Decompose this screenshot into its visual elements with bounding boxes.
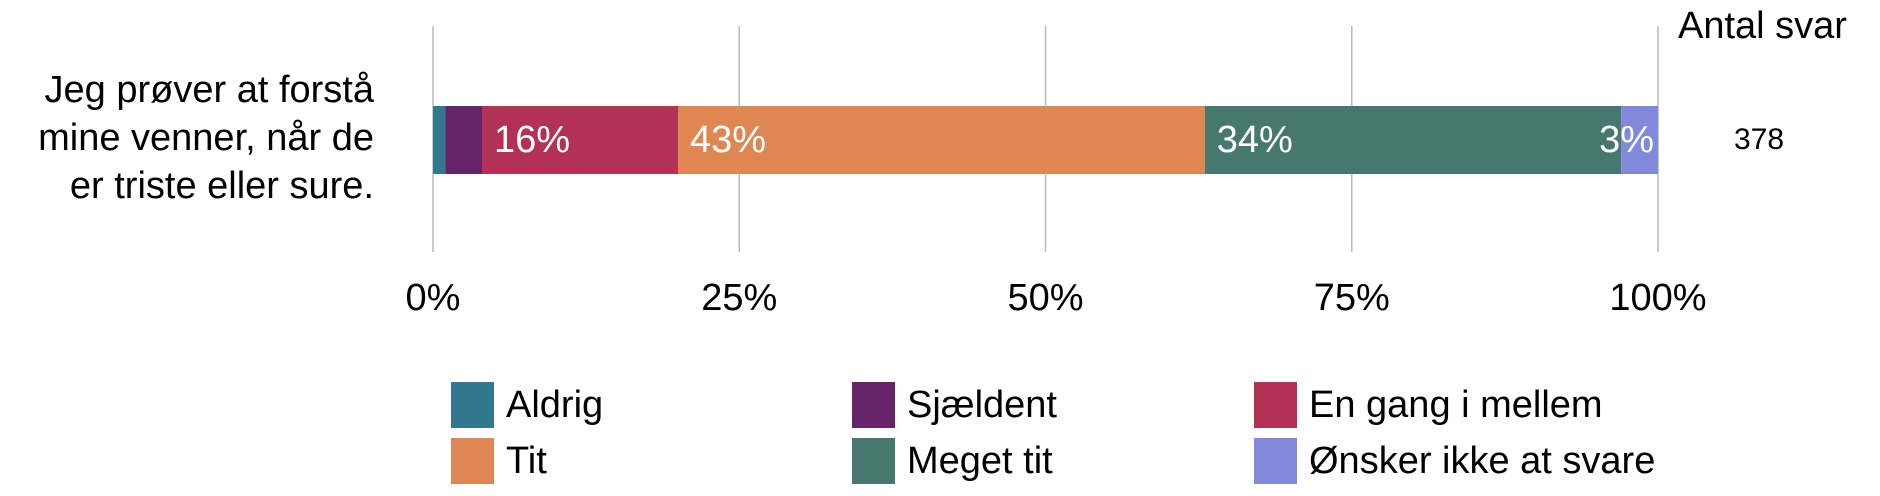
legend-swatch — [1254, 438, 1297, 484]
value-label: 3% — [1599, 119, 1654, 161]
legend-swatch — [852, 438, 895, 484]
bar-segment — [678, 106, 1205, 174]
legend-swatch — [451, 382, 494, 428]
count-header: Antal svar — [1678, 5, 1847, 47]
x-tick-label: 25% — [701, 277, 777, 319]
value-label: 34% — [1217, 119, 1293, 161]
x-tick-label: 100% — [1609, 277, 1706, 319]
legend-label: En gang i mellem — [1309, 384, 1603, 426]
legend-label: Sjældent — [907, 384, 1057, 426]
bar-segment — [433, 106, 446, 174]
legend-label: Meget tit — [907, 440, 1053, 482]
category-label: Jeg prøver at forstå mine venner, når de e… — [38, 69, 375, 207]
legend-label: Tit — [506, 440, 547, 482]
x-tick-label: 50% — [1007, 277, 1083, 319]
legend-swatch — [1254, 382, 1297, 428]
value-label: 16% — [494, 119, 570, 161]
legend-swatch — [451, 438, 494, 484]
x-tick-label: 0% — [406, 277, 461, 319]
bar-segment — [482, 106, 678, 174]
value-label: 43% — [690, 119, 766, 161]
bar-segment — [1621, 106, 1658, 174]
bar-segment — [445, 106, 482, 174]
x-tick-label: 75% — [1314, 277, 1390, 319]
legend-label: Ønsker ikke at svare — [1309, 440, 1655, 482]
count-value: 378 — [1734, 123, 1784, 156]
bar-segment — [1204, 106, 1622, 174]
legend-swatch — [852, 382, 895, 428]
legend-label: Aldrig — [506, 384, 603, 426]
